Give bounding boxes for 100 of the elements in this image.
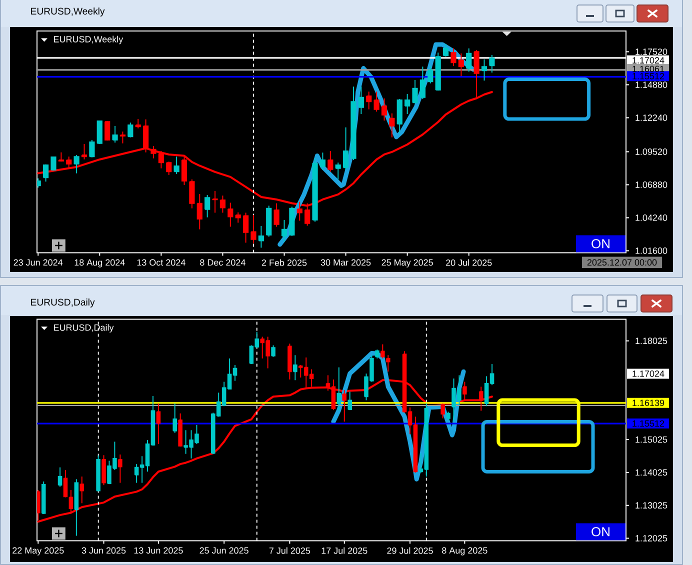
candlestick bbox=[450, 48, 456, 66]
x-tick-label: 18 Aug 2024 bbox=[74, 259, 125, 268]
x-tick-label: 25 Jun 2025 bbox=[200, 547, 248, 554]
candlestick bbox=[81, 143, 88, 160]
candlestick bbox=[342, 390, 347, 422]
x-tick-label: 8 Aug 2025 bbox=[442, 547, 488, 556]
candlestick bbox=[89, 139, 95, 158]
text: 2025.12.07 00:00 bbox=[587, 259, 657, 266]
candlestick bbox=[389, 112, 395, 138]
candlestick bbox=[489, 54, 495, 74]
candlestick bbox=[478, 386, 484, 412]
candlestick bbox=[271, 344, 276, 358]
y-tick-label: 1.15025 bbox=[636, 436, 668, 443]
y-tick-label: 1.14880 bbox=[636, 82, 668, 88]
candlestick bbox=[366, 91, 372, 110]
candlestick bbox=[96, 120, 102, 144]
candlestick bbox=[150, 145, 156, 159]
candlestick bbox=[112, 125, 118, 144]
x-tick-label: 13 Jun 2025 bbox=[134, 547, 183, 554]
y-tick-label: 1.01600 bbox=[636, 248, 668, 254]
candlestick bbox=[235, 212, 241, 224]
x-tick-label: 30 Mar 2025 bbox=[320, 259, 371, 266]
candlestick bbox=[102, 454, 106, 486]
y-tick-label: 1.14025 bbox=[636, 469, 668, 476]
candlestick bbox=[142, 118, 149, 153]
x-tick-label: 29 Jul 2025 bbox=[387, 547, 433, 554]
ref-line-label: 1.15512 bbox=[632, 420, 664, 427]
candlestick bbox=[181, 154, 188, 186]
x-tick-label: 8 Dec 2024 bbox=[200, 259, 246, 266]
candlestick bbox=[196, 193, 202, 230]
candlestick bbox=[380, 344, 385, 359]
candlestick bbox=[120, 131, 126, 144]
x-tick-label: 2 Feb 2025 bbox=[262, 259, 307, 266]
annotation: ON bbox=[592, 239, 610, 248]
candlestick bbox=[135, 118, 141, 129]
candlestick bbox=[74, 154, 80, 174]
y-tick-label: 1.06880 bbox=[636, 182, 668, 188]
candlestick bbox=[66, 156, 72, 169]
candlestick bbox=[458, 52, 464, 76]
x-tick-label: 23 Jun 2024 bbox=[14, 259, 63, 266]
candlestick bbox=[174, 156, 180, 174]
candlestick bbox=[293, 354, 298, 381]
ref-line-label: 1.17024 bbox=[632, 57, 664, 64]
chart-title: EURUSD,Weekly bbox=[31, 8, 105, 16]
y-tick-label: 1.12240 bbox=[636, 114, 668, 121]
text: 1.17024 bbox=[632, 370, 664, 377]
candlestick bbox=[63, 469, 68, 498]
candlestick bbox=[204, 194, 210, 218]
candlestick bbox=[381, 98, 388, 122]
candlestick bbox=[166, 161, 172, 176]
ref-line-label: 1.16061 bbox=[632, 66, 664, 72]
y-tick-label: 1.17520 bbox=[636, 48, 668, 55]
x-tick-label: 20 Jul 2025 bbox=[446, 259, 492, 266]
candlestick bbox=[342, 126, 349, 170]
candlestick bbox=[335, 162, 341, 180]
candlestick bbox=[228, 202, 234, 228]
candlestick bbox=[358, 86, 364, 114]
ref-line-label: 1.16139 bbox=[632, 400, 664, 406]
y-tick-label: 1.13025 bbox=[636, 502, 668, 509]
candlestick bbox=[428, 65, 434, 84]
candlestick bbox=[396, 98, 402, 134]
candlestick bbox=[242, 212, 249, 244]
candlestick bbox=[189, 178, 195, 209]
candlestick bbox=[156, 403, 161, 444]
candlestick bbox=[80, 476, 84, 504]
x-tick-label: 7 Jul 2025 bbox=[269, 547, 310, 554]
candlestick bbox=[420, 66, 426, 100]
candlestick bbox=[281, 219, 288, 242]
candlestick bbox=[274, 202, 280, 228]
candlestick bbox=[58, 466, 62, 488]
candlestick bbox=[212, 190, 218, 214]
y-tick-label: 1.04240 bbox=[636, 214, 668, 221]
candlestick bbox=[348, 391, 352, 411]
candlestick bbox=[172, 403, 177, 434]
candlestick bbox=[328, 150, 334, 172]
candlestick bbox=[68, 490, 74, 514]
annotation: ON bbox=[592, 527, 610, 536]
y-tick-label: 1.12025 bbox=[636, 535, 668, 542]
chart-title: EURUSD,Daily bbox=[31, 298, 95, 308]
candlestick bbox=[386, 354, 390, 372]
candlestick bbox=[50, 156, 56, 172]
candlestick bbox=[220, 195, 226, 214]
candlestick bbox=[128, 122, 134, 138]
candlestick bbox=[412, 79, 418, 104]
text: EURUSD,Daily bbox=[54, 324, 114, 332]
y-tick-label: 1.09520 bbox=[636, 148, 668, 155]
x-tick-label: 22 May 2025 bbox=[12, 547, 64, 556]
candlestick bbox=[336, 366, 342, 412]
candlestick bbox=[118, 454, 122, 484]
candlestick bbox=[258, 225, 264, 248]
candlestick bbox=[158, 150, 164, 169]
candlestick bbox=[481, 58, 488, 82]
candlestick bbox=[442, 44, 449, 58]
candlestick bbox=[42, 164, 49, 182]
ref-line-label: 1.15512 bbox=[632, 72, 664, 80]
candlestick bbox=[466, 48, 472, 72]
x-tick-label: 25 May 2025 bbox=[382, 259, 433, 268]
x-tick-label: 3 Jun 2025 bbox=[82, 547, 126, 554]
x-tick-label: 17 Jul 2025 bbox=[322, 547, 368, 554]
candlestick bbox=[250, 214, 256, 244]
